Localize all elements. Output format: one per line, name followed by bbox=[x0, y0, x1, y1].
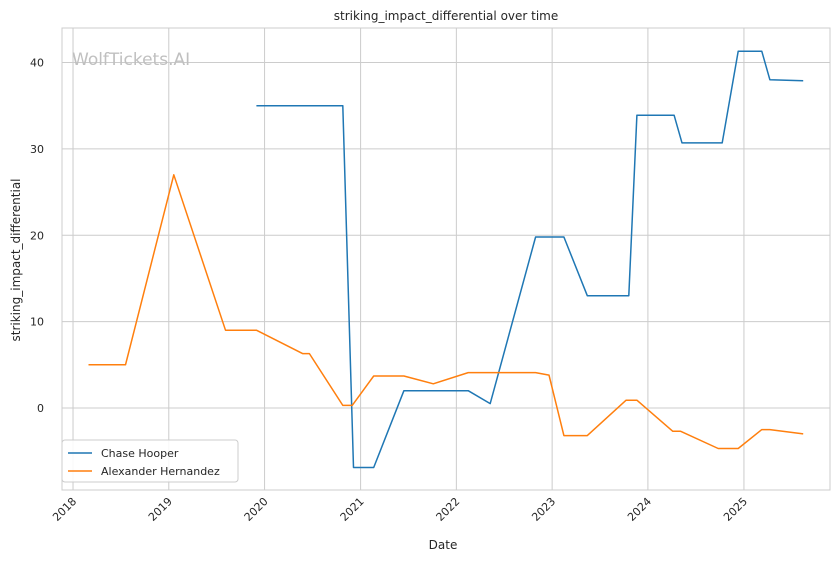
x-tick-labels: 2018 2019 2020 2021 2022 2023 2024 2025 bbox=[50, 495, 750, 524]
plot-frame bbox=[61, 27, 831, 491]
x-tick-label-2025: 2025 bbox=[721, 495, 750, 524]
y-tick-label-10: 10 bbox=[30, 316, 44, 329]
x-tick-label-2024: 2024 bbox=[625, 495, 654, 524]
grid bbox=[62, 28, 830, 490]
y-tick-label-20: 20 bbox=[30, 229, 44, 242]
legend: Chase Hooper Alexander Hernandez bbox=[61, 439, 239, 483]
x-tick-label-2021: 2021 bbox=[338, 495, 367, 524]
y-tick-labels: 0 10 20 30 40 bbox=[30, 57, 44, 415]
x-tick-label-2018: 2018 bbox=[50, 495, 79, 524]
y-tick-label-40: 40 bbox=[30, 57, 44, 70]
x-tick-label-2020: 2020 bbox=[242, 495, 271, 524]
legend-label-alexander-hernandez: Alexander Hernandez bbox=[101, 465, 220, 478]
x-tick-label-2023: 2023 bbox=[529, 495, 558, 524]
y-tick-label-0: 0 bbox=[37, 402, 44, 415]
legend-box bbox=[61, 439, 239, 483]
x-tick-label-2019: 2019 bbox=[146, 495, 175, 524]
y-tick-label-30: 30 bbox=[30, 143, 44, 156]
series-line-alexander-hernandez bbox=[88, 174, 804, 450]
series-layer bbox=[88, 50, 804, 469]
chart-title: striking_impact_differential over time bbox=[334, 9, 559, 23]
series-line-chase-hooper bbox=[256, 50, 804, 469]
x-tick-label-2022: 2022 bbox=[433, 495, 462, 524]
legend-label-chase-hooper: Chase Hooper bbox=[101, 447, 179, 460]
watermark: WolfTickets.AI bbox=[72, 50, 190, 70]
y-axis-label: striking_impact_differential bbox=[9, 178, 23, 341]
x-axis-label: Date bbox=[429, 538, 458, 552]
